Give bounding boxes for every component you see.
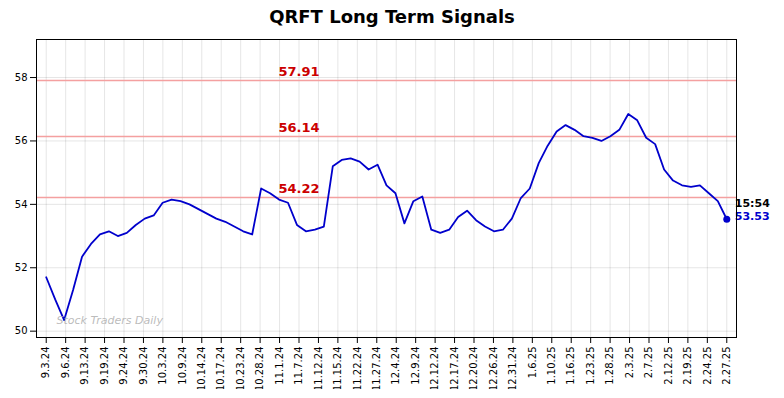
svg-text:1.28.25: 1.28.25 <box>604 347 615 385</box>
svg-text:9.6.24: 9.6.24 <box>60 347 71 379</box>
svg-text:56: 56 <box>15 135 28 146</box>
svg-text:12.4.24: 12.4.24 <box>390 347 401 385</box>
svg-text:10.3.24: 10.3.24 <box>157 347 168 385</box>
svg-text:11.12.24: 11.12.24 <box>313 347 324 390</box>
svg-text:11.27.24: 11.27.24 <box>371 347 382 390</box>
svg-text:54: 54 <box>15 199 28 210</box>
svg-text:52: 52 <box>15 262 28 273</box>
svg-text:10.17.24: 10.17.24 <box>215 347 226 390</box>
svg-text:12.20.24: 12.20.24 <box>468 347 479 390</box>
svg-text:15:54: 15:54 <box>735 197 770 210</box>
svg-text:58: 58 <box>15 72 28 83</box>
svg-text:12.17.24: 12.17.24 <box>449 347 460 390</box>
svg-text:10.28.24: 10.28.24 <box>254 347 265 390</box>
svg-text:12.12.24: 12.12.24 <box>429 347 440 390</box>
svg-text:2.3.25: 2.3.25 <box>624 347 635 379</box>
svg-text:2.7.25: 2.7.25 <box>643 347 654 379</box>
svg-text:12.9.24: 12.9.24 <box>410 347 421 385</box>
svg-text:57.91: 57.91 <box>278 64 319 79</box>
svg-text:1.16.25: 1.16.25 <box>565 347 576 385</box>
svg-text:9.30.24: 9.30.24 <box>138 347 149 385</box>
svg-text:11.1.24: 11.1.24 <box>274 347 285 385</box>
svg-text:9.24.24: 9.24.24 <box>118 347 129 385</box>
html-text:QRFT Long Term Signals: QRFT Long Term Signals <box>269 6 515 27</box>
svg-text:12.26.24: 12.26.24 <box>488 347 499 390</box>
svg-text:53.53: 53.53 <box>735 210 770 223</box>
svg-text:12.31.24: 12.31.24 <box>507 347 518 390</box>
svg-text:50: 50 <box>15 325 28 336</box>
svg-text:9.3.24: 9.3.24 <box>40 347 51 379</box>
svg-text:2.12.25: 2.12.25 <box>663 347 674 385</box>
svg-text:56.14: 56.14 <box>278 120 319 135</box>
svg-text:11.22.24: 11.22.24 <box>352 347 363 390</box>
svg-text:2.27.25: 2.27.25 <box>721 347 732 385</box>
svg-text:2.24.25: 2.24.25 <box>702 347 713 385</box>
svg-text:2.19.25: 2.19.25 <box>682 347 693 385</box>
svg-text:10.9.24: 10.9.24 <box>177 347 188 385</box>
svg-text:1.23.25: 1.23.25 <box>585 347 596 385</box>
svg-text:9.13.24: 9.13.24 <box>79 347 90 385</box>
svg-text:1.6.25: 1.6.25 <box>527 347 538 379</box>
svg-text:9.19.24: 9.19.24 <box>99 347 110 385</box>
svg-text:11.7.24: 11.7.24 <box>293 347 304 385</box>
svg-text:10.23.24: 10.23.24 <box>235 347 246 390</box>
svg-text:11.15.24: 11.15.24 <box>332 347 343 390</box>
svg-text:Stock Traders Daily: Stock Traders Daily <box>57 314 164 327</box>
svg-text:54.22: 54.22 <box>278 181 319 196</box>
svg-text:1.10.25: 1.10.25 <box>546 347 557 385</box>
svg-text:10.14.24: 10.14.24 <box>196 347 207 390</box>
